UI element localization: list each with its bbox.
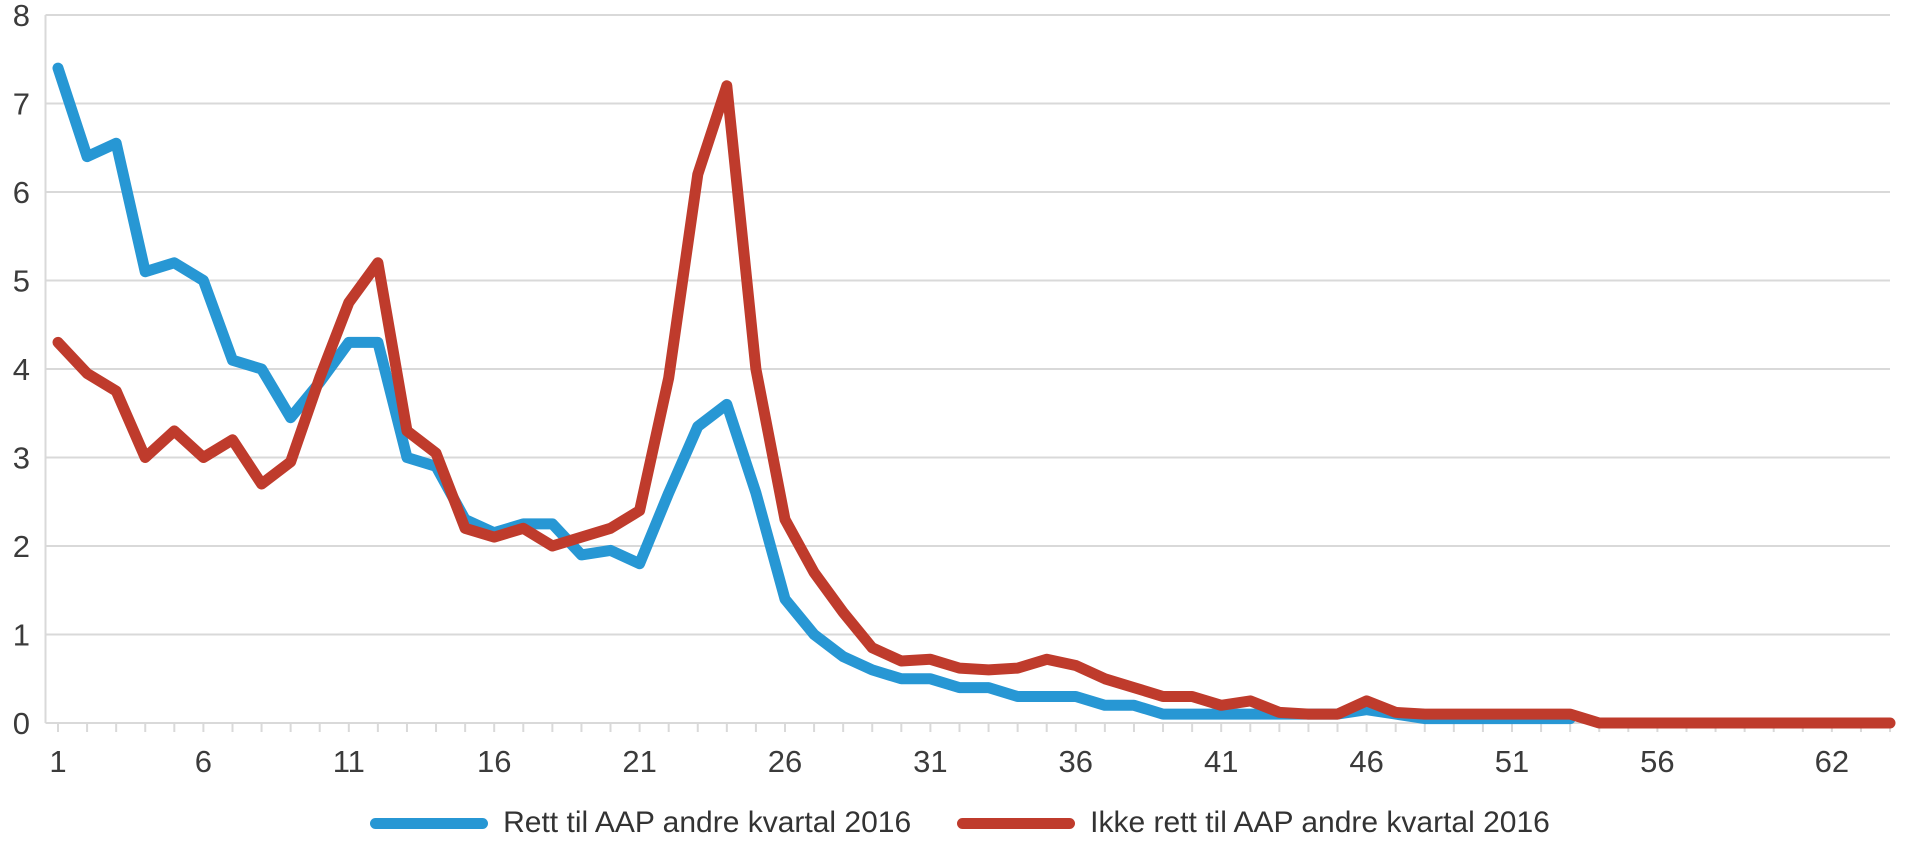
x-axis-label: 21 bbox=[622, 744, 656, 779]
legend-label-rett-til-aap: Rett til AAP andre kvartal 2016 bbox=[503, 806, 912, 839]
legend-item-ikke-rett-til-aap: Ikke rett til AAP andre kvartal 2016 bbox=[957, 806, 1550, 840]
x-axis-label: 26 bbox=[768, 744, 802, 779]
x-axis-label: 11 bbox=[333, 744, 365, 779]
y-axis-label: 2 bbox=[13, 529, 30, 564]
legend-swatch-blue-icon bbox=[370, 817, 489, 829]
x-axis-ticks bbox=[57, 723, 1892, 732]
legend-label-ikke-rett-til-aap: Ikke rett til AAP andre kvartal 2016 bbox=[1090, 806, 1550, 839]
x-axis-labels: 1 6 11 16 21 26 31 36 41 46 51 56 62 bbox=[49, 744, 1849, 779]
x-axis-label: 41 bbox=[1204, 744, 1238, 779]
y-axis-label: 5 bbox=[13, 264, 30, 299]
y-axis-label: 1 bbox=[13, 618, 30, 653]
y-axis-label: 7 bbox=[13, 87, 30, 122]
x-axis-label: 46 bbox=[1349, 744, 1383, 779]
y-axis-label: 8 bbox=[13, 0, 30, 33]
gridlines bbox=[45, 14, 1890, 724]
x-axis-label: 36 bbox=[1059, 744, 1093, 779]
series-line-ikke-rett bbox=[52, 80, 1896, 729]
y-axis-label: 4 bbox=[13, 352, 30, 387]
y-axis-labels: 0 1 2 3 4 5 6 7 8 bbox=[13, 0, 30, 741]
y-axis-label: 0 bbox=[13, 706, 30, 741]
y-axis-label: 3 bbox=[13, 441, 30, 476]
y-axis-label: 6 bbox=[13, 175, 30, 210]
x-axis-label: 51 bbox=[1495, 744, 1529, 779]
legend-swatch-red-icon bbox=[957, 817, 1076, 829]
x-axis-label: 1 bbox=[49, 744, 66, 779]
x-axis-label: 56 bbox=[1640, 744, 1674, 779]
x-axis-label: 16 bbox=[477, 744, 511, 779]
legend: Rett til AAP andre kvartal 2016 Ikke ret… bbox=[0, 798, 1920, 848]
x-axis-label: 62 bbox=[1815, 744, 1849, 779]
x-axis-label: 31 bbox=[913, 744, 947, 779]
series-line-rett bbox=[52, 62, 1576, 725]
legend-item-rett-til-aap: Rett til AAP andre kvartal 2016 bbox=[370, 806, 911, 840]
x-axis-label: 6 bbox=[195, 744, 212, 779]
